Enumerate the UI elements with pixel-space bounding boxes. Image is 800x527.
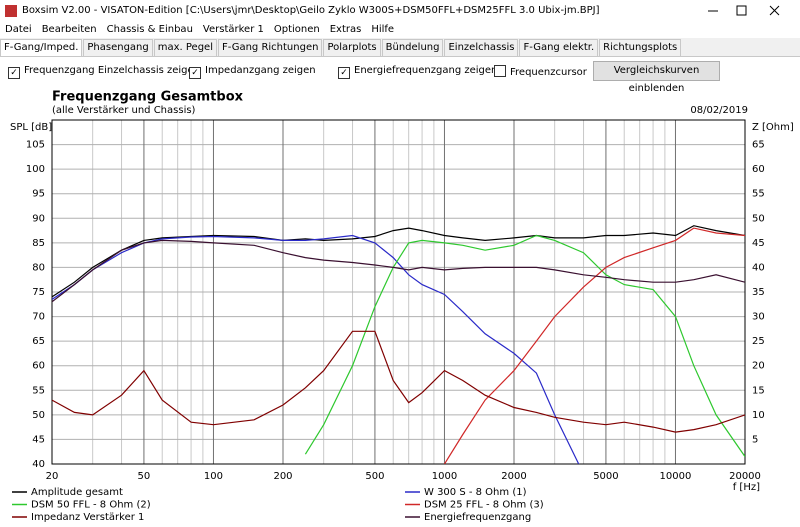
legend-label: DSM 25 FFL - 8 Ohm (3) — [424, 500, 544, 511]
tab[interactable]: Bündelung — [381, 39, 444, 56]
y2-tick-label: 60 — [752, 164, 765, 175]
plot-lines — [52, 225, 745, 464]
y2-tick-label: 55 — [752, 189, 765, 200]
x-tick-label: 200 — [273, 471, 292, 482]
checkbox-box[interactable] — [494, 65, 506, 77]
y-tick-label: 85 — [32, 238, 45, 249]
tab-bar: F-Gang/Imped. Phasengang max. Pegel F-Gang … — [0, 39, 682, 56]
y-tick-label: 40 — [32, 459, 45, 470]
chart-title: Frequenzgang Gesamtbox — [52, 90, 244, 105]
checkbox-label: Frequenzgang Einzelchassis zeigen — [24, 65, 201, 76]
legend-label: Amplitude gesamt — [31, 487, 123, 498]
y-tick-label: 90 — [32, 213, 45, 224]
tab[interactable]: Phasengang — [83, 39, 153, 56]
title-bar: Boxsim V2.00 - VISATON-Edition [C:\Users… — [0, 0, 800, 22]
menu-item[interactable]: Hilfe — [371, 24, 395, 35]
y-tick-label: 100 — [26, 164, 45, 175]
checkbox-box[interactable]: ✓ — [189, 67, 201, 79]
y2-tick-label: 5 — [752, 434, 758, 445]
y-tick-label: 95 — [32, 189, 45, 200]
title-bar-icons — [5, 5, 780, 17]
y-tick-label: 50 — [32, 410, 45, 421]
series-line — [443, 227, 745, 464]
plot-frame — [51, 119, 746, 465]
menu-item[interactable]: Verstärker 1 — [202, 24, 264, 35]
chart-background — [0, 84, 800, 527]
checkbox-box[interactable]: ✓ — [8, 67, 20, 79]
x-tick-label: 2000 — [501, 471, 526, 482]
menu-item[interactable]: Datei — [5, 24, 32, 35]
tab[interactable]: Richtungsplots — [599, 39, 682, 56]
x-axis-label: f [Hz] — [733, 482, 760, 493]
y2-tick-label: 45 — [752, 238, 765, 249]
y2-tick-label: 15 — [752, 385, 765, 396]
y2-tick-label: 50 — [752, 213, 765, 224]
y2-tick-label: 40 — [752, 262, 765, 273]
legend-label: Energiefrequenzgang — [424, 512, 531, 523]
y2-tick-label: 35 — [752, 287, 765, 298]
menu-item[interactable]: Chassis & Einbau — [106, 24, 193, 35]
tab[interactable]: F-Gang/Imped. — [0, 39, 83, 56]
close-button[interactable] — [769, 5, 780, 16]
x-tick-label: 10000 — [660, 471, 692, 482]
y2-axis-label: Z [Ohm] — [752, 122, 794, 133]
checkbox-label: Frequenzcursor — [510, 67, 587, 78]
tab[interactable]: F-Gang elektr. — [519, 39, 599, 56]
x-tick-label: 20000 — [729, 471, 761, 482]
x-tick-label: 1000 — [432, 471, 457, 482]
checkbox-label: Energiefrequenzgang zeigen — [354, 65, 498, 76]
chart-date: 08/02/2019 — [690, 105, 748, 116]
tab[interactable]: Polarplots — [323, 39, 381, 56]
checkbox[interactable]: ✓ Impedanzgang zeigen — [189, 65, 316, 79]
legend-label: Impedanz Verstärker 1 — [31, 512, 144, 523]
x-tick-label: 100 — [204, 471, 223, 482]
legend-label: W 300 S - 8 Ohm (1) — [424, 487, 527, 498]
y-tick-label: 75 — [32, 287, 45, 298]
y-tick-label: 80 — [32, 262, 45, 273]
y-tick-label: 65 — [32, 336, 45, 347]
y-tick-label: 55 — [32, 385, 45, 396]
legend-label: DSM 50 FFL - 8 Ohm (2) — [31, 500, 151, 511]
x-tick-label: 5000 — [593, 471, 618, 482]
series-line — [52, 330, 745, 433]
checkbox-label: Impedanzgang zeigen — [205, 65, 316, 76]
x-tick-label: 20 — [46, 471, 59, 482]
y-tick-label: 45 — [32, 434, 45, 445]
compare-button[interactable]: Vergleichskurven einblenden — [593, 61, 720, 94]
y-tick-label: 60 — [32, 361, 45, 372]
x-tick-label: 500 — [365, 471, 384, 482]
tab[interactable]: Einzelchassis — [444, 39, 519, 56]
options-bar: Vergleichskurven einblenden ✓ Frequenzgan… — [0, 56, 800, 94]
y2-tick-label: 10 — [752, 410, 765, 421]
series-line — [304, 234, 745, 457]
checkbox-box[interactable]: ✓ — [338, 67, 350, 79]
y2-tick-label: 65 — [752, 140, 765, 151]
y-tick-label: 70 — [32, 312, 45, 323]
x-tick-label: 50 — [138, 471, 151, 482]
y-axis-label: SPL [dB] — [10, 122, 52, 133]
menu-item[interactable]: Optionen — [273, 24, 320, 35]
series-line — [52, 225, 745, 298]
menu-item[interactable]: Extras — [329, 24, 362, 35]
checkbox[interactable]: ✓ Energiefrequenzgang zeigen — [338, 65, 497, 79]
maximize-button[interactable] — [736, 5, 747, 16]
checkbox[interactable]: ✓ Frequenzgang Einzelchassis zeigen — [8, 65, 200, 79]
chart-subtitle: (alle Verstärker und Chassis) — [52, 105, 196, 116]
app-icon — [5, 5, 17, 17]
y2-tick-label: 25 — [752, 336, 765, 347]
y-tick-label: 105 — [26, 140, 45, 151]
tab[interactable]: max. Pegel — [153, 39, 217, 56]
y2-tick-label: 20 — [752, 361, 765, 372]
series-line — [52, 239, 745, 303]
window-title: Boxsim V2.00 - VISATON-Edition [C:\Users… — [22, 5, 600, 16]
checkbox[interactable]: Frequenzcursor — [494, 65, 587, 78]
menu-bar: Datei Bearbeiten Chassis & Einbau Verstärke… — [0, 22, 800, 38]
y2-tick-label: 30 — [752, 312, 765, 323]
menu-item[interactable]: Bearbeiten — [41, 24, 97, 35]
tab[interactable]: F-Gang Richtungen — [217, 39, 323, 56]
